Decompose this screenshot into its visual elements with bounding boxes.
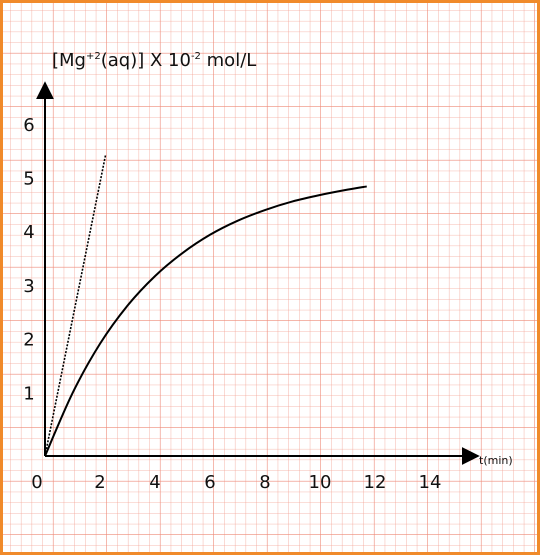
- tangent-line: [44, 155, 107, 457]
- y-tick-label: 5: [23, 169, 34, 190]
- label-part: [Mg: [52, 50, 86, 71]
- x-tick-label: 8: [259, 472, 270, 493]
- label-part: (aq)] X 10: [101, 50, 191, 71]
- x-tick-label: 2: [94, 472, 105, 493]
- y-axis-label: [Mg+2(aq)] X 10-2 mol/L: [52, 50, 256, 71]
- x-tick-label: 4: [149, 472, 160, 493]
- superscript: -2: [191, 51, 201, 62]
- y-tick-label: 6: [23, 115, 34, 136]
- x-tick-label: 10: [309, 472, 332, 493]
- x-tick-label: 12: [364, 472, 387, 493]
- superscript: +2: [86, 51, 101, 62]
- y-tick-label: 1: [23, 383, 34, 404]
- curve: [44, 185, 367, 457]
- y-tick-label: 4: [23, 222, 34, 243]
- label-part: mol/L: [201, 50, 256, 71]
- x-tick-label: 14: [419, 472, 442, 493]
- x-tick-label: 0: [31, 472, 42, 493]
- y-tick-label: 3: [23, 276, 34, 297]
- y-tick-label: 2: [23, 330, 34, 351]
- x-tick-label: 6: [204, 472, 215, 493]
- x-axis-label: t(min): [479, 454, 513, 467]
